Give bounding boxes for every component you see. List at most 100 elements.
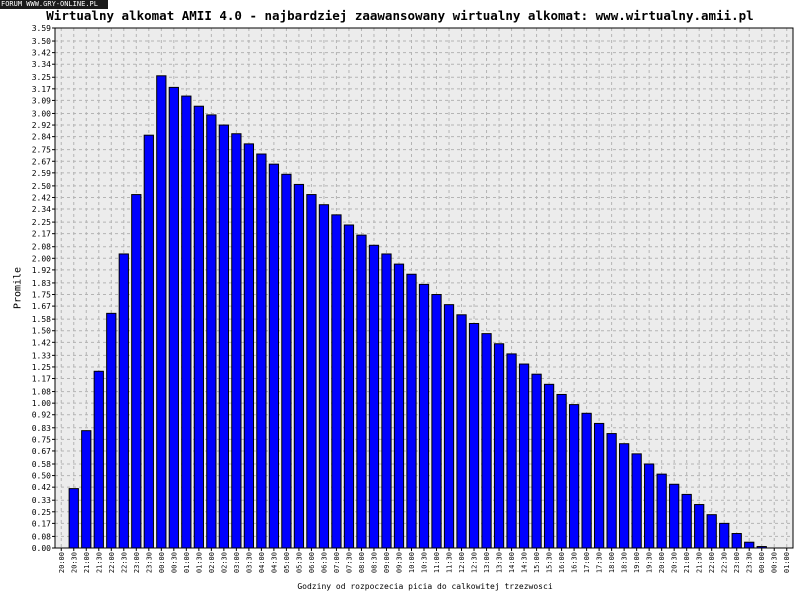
y-tick-label: 1.42 xyxy=(32,338,51,347)
x-tick-label: 23:00 xyxy=(133,552,141,573)
x-tick-label: 17:00 xyxy=(583,552,591,573)
x-axis-label: Godziny od rozpoczecia picia do calkowit… xyxy=(297,582,553,591)
bar xyxy=(368,244,380,549)
bar xyxy=(181,95,192,549)
bar xyxy=(431,294,442,549)
x-tick-label: 21:30 xyxy=(95,552,103,573)
x-tick-label: 19:00 xyxy=(633,552,641,573)
x-tick-label: 03:30 xyxy=(245,552,253,573)
x-tick-label: 19:30 xyxy=(646,552,654,573)
y-tick-label: 2.84 xyxy=(32,133,51,142)
y-tick-label: 1.17 xyxy=(32,375,51,384)
bar xyxy=(531,373,542,549)
x-tick-label: 12:30 xyxy=(471,552,479,573)
x-tick-label: 05:30 xyxy=(295,552,303,573)
y-tick-label: 0.50 xyxy=(32,472,51,481)
y-tick-label: 2.59 xyxy=(32,169,51,178)
y-tick-label: 1.58 xyxy=(32,315,51,324)
y-tick-label: 2.42 xyxy=(32,193,51,202)
bar xyxy=(231,133,242,549)
bar xyxy=(318,204,330,549)
x-tick-label: 15:00 xyxy=(533,552,541,573)
y-tick-label: 3.00 xyxy=(32,109,51,118)
x-tick-label: 01:30 xyxy=(195,552,203,573)
bar xyxy=(243,143,255,549)
bar xyxy=(606,433,617,549)
x-tick-label: 06:00 xyxy=(308,552,316,573)
y-tick-label: 1.92 xyxy=(32,266,51,275)
y-tick-label: 0.92 xyxy=(32,411,51,420)
x-tick-label: 09:30 xyxy=(395,552,403,573)
y-tick-label: 0.42 xyxy=(32,483,51,492)
x-tick-label: 18:30 xyxy=(621,552,629,573)
y-tick-label: 2.34 xyxy=(32,205,51,214)
x-tick-label: 20:00 xyxy=(58,552,66,573)
x-tick-label: 13:00 xyxy=(483,552,491,573)
bar xyxy=(543,383,555,549)
y-tick-label: 0.75 xyxy=(32,435,51,444)
bar xyxy=(343,224,355,549)
bar xyxy=(656,473,667,549)
x-tick-label: 21:00 xyxy=(83,552,91,573)
bar xyxy=(118,253,129,549)
bar xyxy=(706,514,717,549)
x-tick-label: 08:30 xyxy=(370,552,378,573)
y-tick-label: 1.25 xyxy=(32,363,51,372)
x-tick-label: 18:00 xyxy=(608,552,616,573)
y-tick-label: 3.25 xyxy=(32,73,51,82)
x-tick-label: 15:30 xyxy=(546,552,554,573)
x-tick-label: 03:00 xyxy=(233,552,241,573)
x-tick-label: 11:00 xyxy=(433,552,441,573)
bar xyxy=(406,273,417,549)
bar xyxy=(268,163,280,549)
chart-title: Wirtualny alkomat AMII 4.0 - najbardziej… xyxy=(46,8,754,23)
y-tick-label: 0.83 xyxy=(32,424,51,433)
bar xyxy=(669,483,680,549)
x-tick-label: 17:30 xyxy=(596,552,604,573)
bar xyxy=(218,124,229,549)
bar xyxy=(393,263,405,549)
y-tick-label: 2.08 xyxy=(32,243,51,252)
bar xyxy=(193,105,204,549)
x-tick-label: 22:00 xyxy=(708,552,716,573)
y-tick-label: 1.50 xyxy=(32,327,51,336)
y-tick-label: 3.09 xyxy=(32,96,51,105)
bar xyxy=(731,533,742,549)
x-tick-label: 14:30 xyxy=(521,552,529,573)
x-tick-label: 07:30 xyxy=(345,552,353,573)
y-tick-label: 0.67 xyxy=(32,447,51,456)
bar xyxy=(631,453,642,549)
bar xyxy=(681,493,692,549)
y-tick-label: 2.67 xyxy=(32,157,51,166)
forum-watermark: FORUM WWW.GRY-ONLINE.PL xyxy=(0,0,108,9)
bar xyxy=(619,443,630,549)
bar xyxy=(293,183,305,549)
x-tick-label: 20:00 xyxy=(658,552,666,573)
x-tick-label: 20:30 xyxy=(671,552,679,573)
bar xyxy=(106,312,117,549)
x-tick-label: 23:00 xyxy=(733,552,741,573)
y-tick-label: 1.08 xyxy=(32,388,51,397)
y-tick-label: 2.50 xyxy=(32,182,51,191)
x-tick-label: 13:30 xyxy=(496,552,504,573)
x-tick-label: 22:30 xyxy=(120,552,128,573)
y-tick-label: 3.59 xyxy=(32,24,51,33)
bar xyxy=(644,463,655,549)
bar xyxy=(418,283,430,549)
bar xyxy=(356,234,367,549)
x-tick-label: 12:00 xyxy=(458,552,466,573)
bar xyxy=(443,304,455,549)
y-tick-label: 1.00 xyxy=(32,399,51,408)
x-tick-label: 23:30 xyxy=(145,552,153,573)
bar xyxy=(581,412,592,549)
bar xyxy=(281,173,292,549)
bar xyxy=(256,153,267,549)
bar xyxy=(593,422,605,549)
x-tick-label: 04:30 xyxy=(270,552,278,573)
x-tick-label: 01:00 xyxy=(183,552,191,573)
x-tick-label: 22:00 xyxy=(108,552,116,573)
x-tick-label: 22:30 xyxy=(721,552,729,573)
x-tick-label: 23:30 xyxy=(746,552,754,573)
x-tick-label: 02:30 xyxy=(220,552,228,573)
